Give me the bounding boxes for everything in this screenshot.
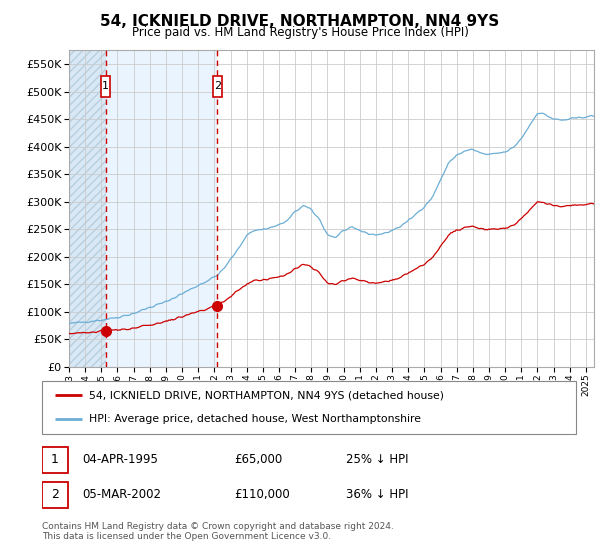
Text: 04-APR-1995: 04-APR-1995 — [82, 454, 158, 466]
Text: 36% ↓ HPI: 36% ↓ HPI — [346, 488, 409, 501]
Text: 25% ↓ HPI: 25% ↓ HPI — [346, 454, 409, 466]
Bar — [69, 50, 106, 367]
Text: £110,000: £110,000 — [234, 488, 290, 501]
Text: 54, ICKNIELD DRIVE, NORTHAMPTON, NN4 9YS: 54, ICKNIELD DRIVE, NORTHAMPTON, NN4 9YS — [100, 14, 500, 29]
FancyBboxPatch shape — [101, 76, 110, 97]
Text: Contains HM Land Registry data © Crown copyright and database right 2024.
This d: Contains HM Land Registry data © Crown c… — [42, 522, 394, 542]
FancyBboxPatch shape — [42, 447, 68, 473]
FancyBboxPatch shape — [213, 76, 222, 97]
Text: 2: 2 — [51, 488, 59, 501]
FancyBboxPatch shape — [42, 381, 576, 434]
Text: 1: 1 — [51, 454, 59, 466]
Text: £65,000: £65,000 — [234, 454, 283, 466]
Bar — [106, 50, 217, 367]
Text: 05-MAR-2002: 05-MAR-2002 — [82, 488, 161, 501]
FancyBboxPatch shape — [42, 482, 68, 508]
Bar — [69, 50, 106, 367]
Text: 1: 1 — [102, 81, 109, 91]
Text: HPI: Average price, detached house, West Northamptonshire: HPI: Average price, detached house, West… — [89, 414, 421, 424]
Text: Price paid vs. HM Land Registry's House Price Index (HPI): Price paid vs. HM Land Registry's House … — [131, 26, 469, 39]
Text: 2: 2 — [214, 81, 221, 91]
Text: 54, ICKNIELD DRIVE, NORTHAMPTON, NN4 9YS (detached house): 54, ICKNIELD DRIVE, NORTHAMPTON, NN4 9YS… — [89, 390, 444, 400]
